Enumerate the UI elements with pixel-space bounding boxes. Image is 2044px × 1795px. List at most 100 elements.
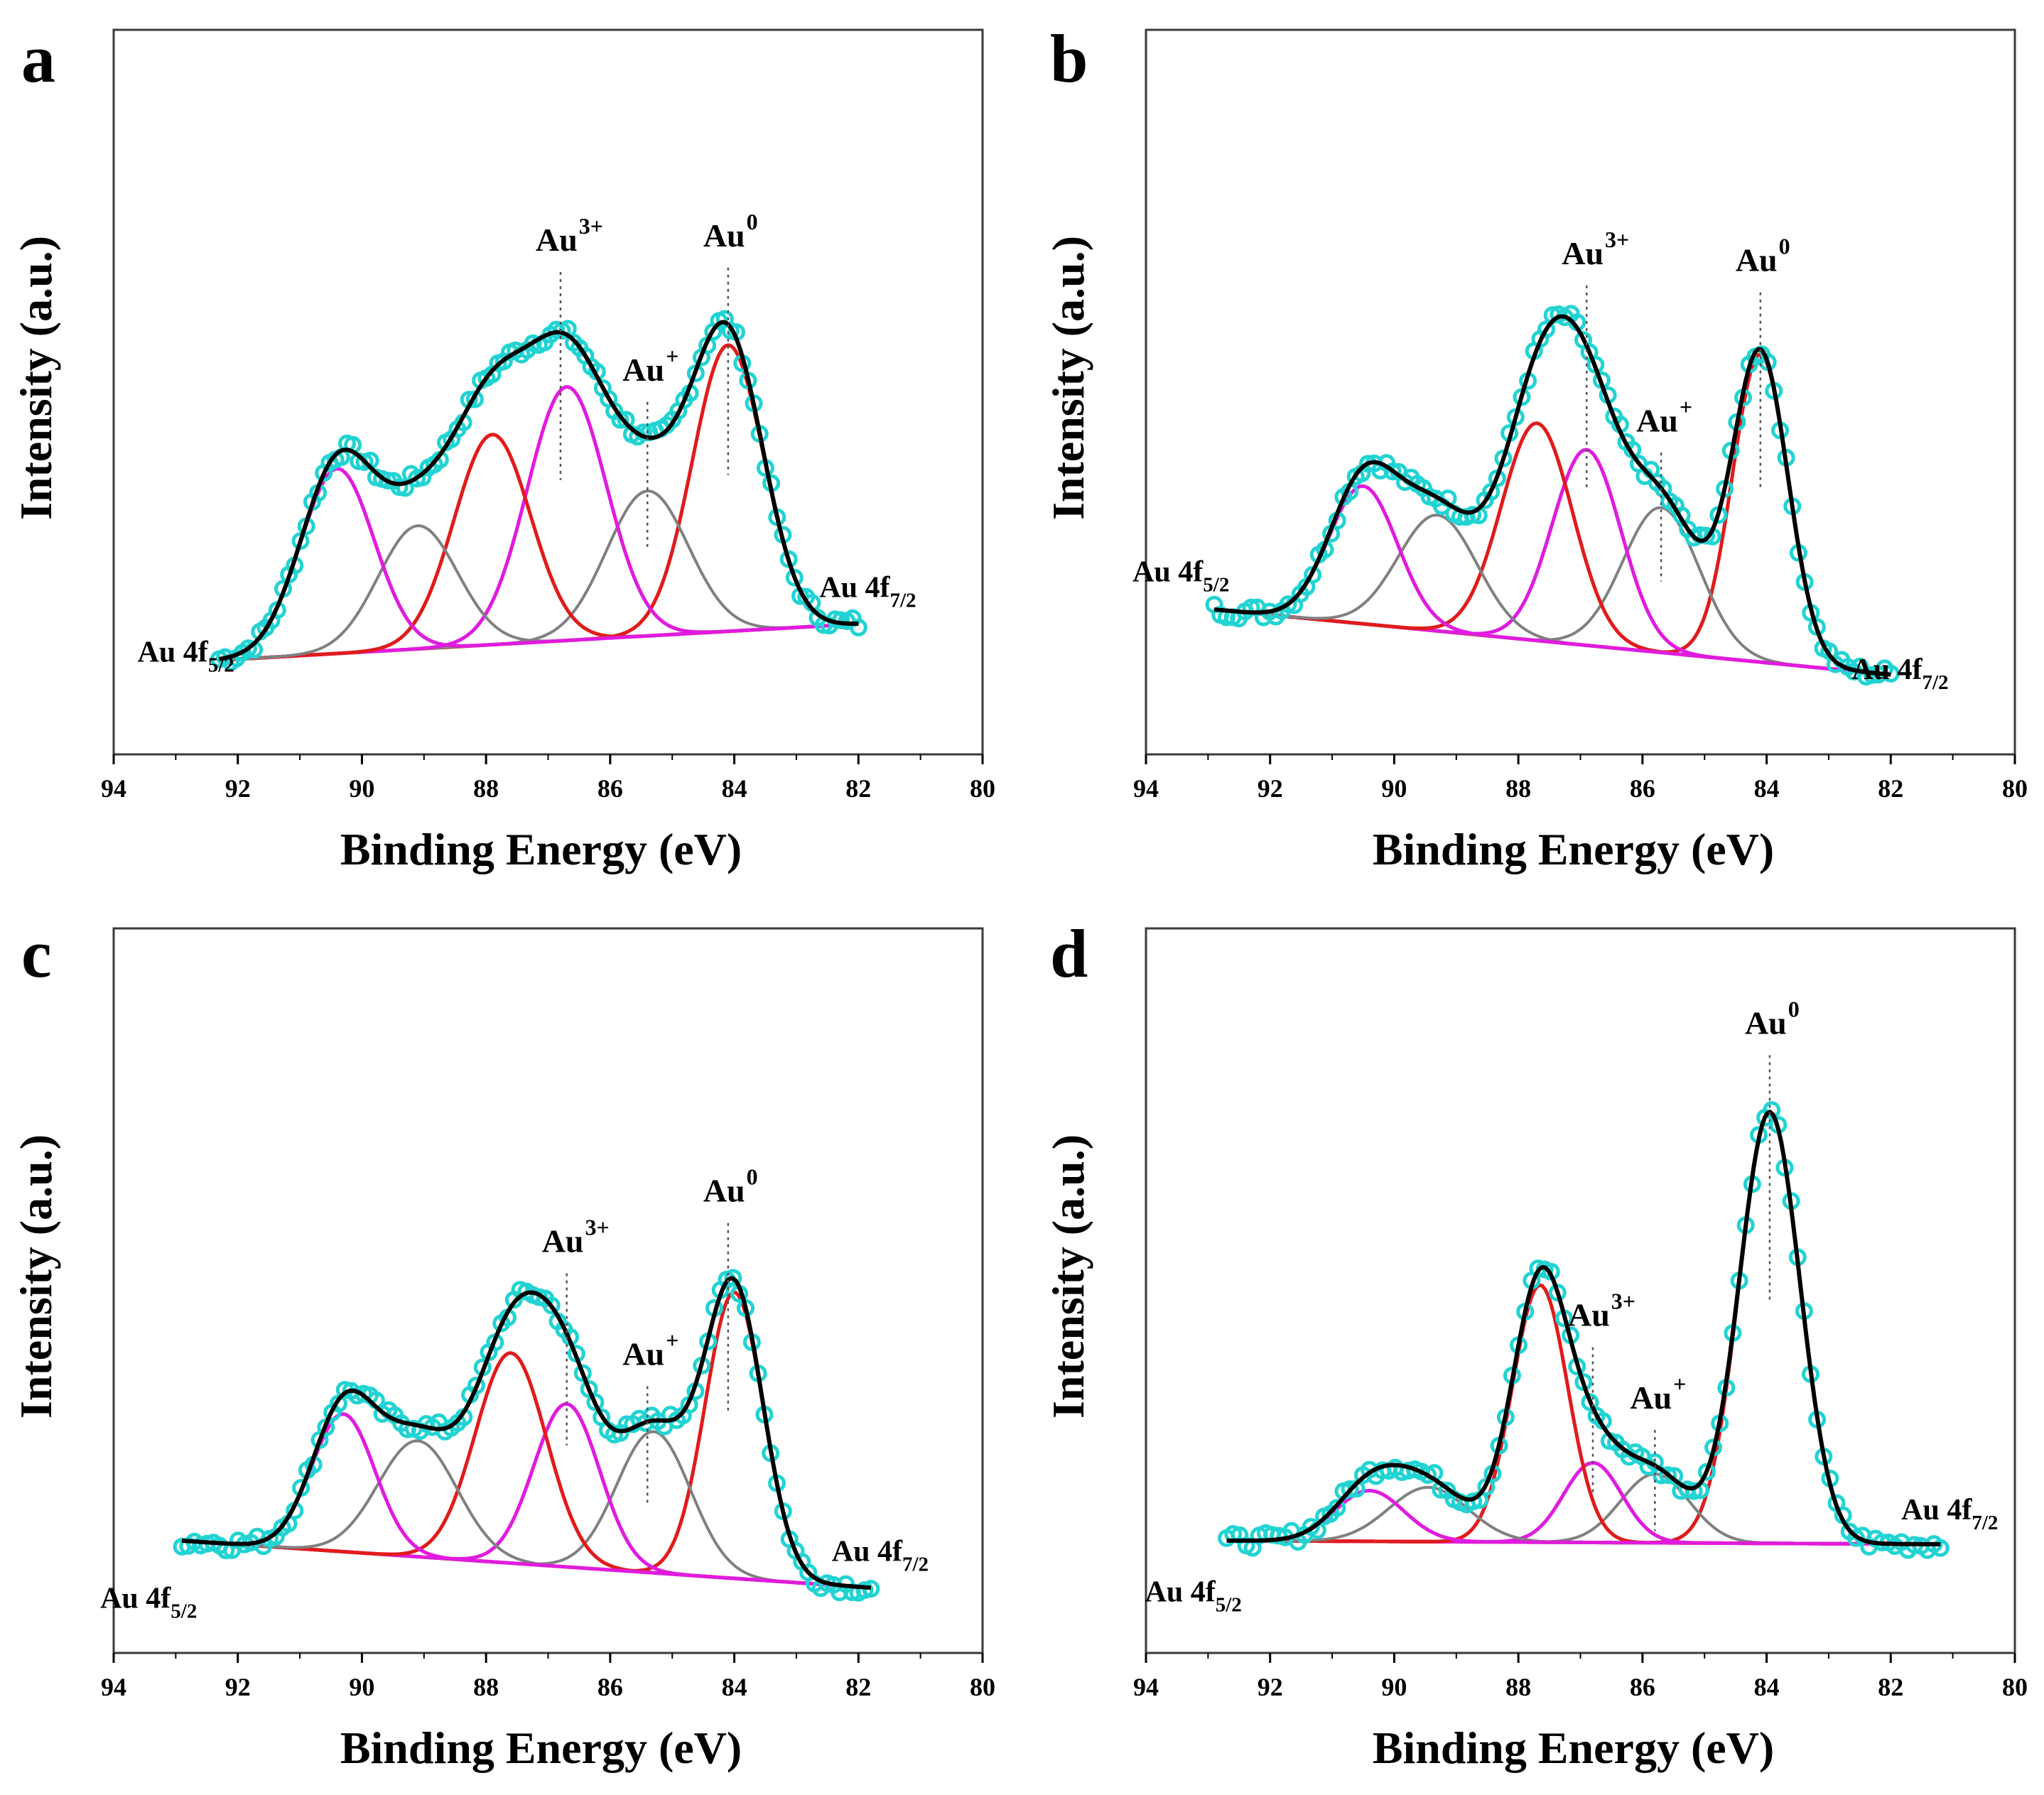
x-tick-label: 90 (349, 774, 374, 803)
component-au0-line (181, 1351, 871, 1590)
region-label-left: Au 4f5/2 (138, 636, 234, 676)
region-label-left: Au 4f5/2 (1132, 556, 1229, 597)
x-tick-label: 82 (1878, 1673, 1903, 1701)
peak-label: Au3+ (1562, 227, 1629, 271)
component-au1-line (219, 489, 859, 662)
x-tick-label: 86 (1630, 1673, 1655, 1701)
plot-area (1218, 1055, 1950, 1559)
x-tick-label: 82 (845, 774, 871, 803)
y-axis-title: Intensity (a.u.) (1043, 1134, 1093, 1419)
y-axis-title: Intensity (a.u.) (1043, 236, 1093, 520)
x-tick-label: 88 (473, 1673, 499, 1701)
envelope-line (1213, 314, 1891, 677)
x-tick-label: 86 (597, 774, 623, 803)
component-au1-line (1213, 506, 1891, 676)
x-tick-label: 84 (1754, 1673, 1780, 1701)
x-tick-label: 84 (1754, 774, 1780, 803)
panel-b: b 94 92 90 88 86 84 82 80 Binding Energy (eV) Inte… (1043, 21, 2028, 874)
component-au1-line (1213, 514, 1891, 676)
x-tick-label: 80 (2002, 1673, 2028, 1701)
x-tick-label: 94 (101, 774, 126, 803)
x-tick-label: 92 (225, 1673, 251, 1701)
x-tick-label: 94 (1133, 774, 1159, 803)
panel-a: a 94 92 90 88 86 84 82 80 Binding Energy (eV) Inte… (11, 21, 995, 874)
x-tick-label: 90 (1381, 1673, 1407, 1701)
data-point (1763, 1101, 1781, 1119)
x-tick-label: 86 (597, 1673, 623, 1701)
data-point (1383, 462, 1402, 481)
data-point (396, 479, 414, 497)
data-point (849, 618, 867, 636)
peak-label: Au0 (703, 1164, 758, 1209)
envelope-line (1226, 1110, 1941, 1546)
x-tick-label: 94 (101, 1673, 126, 1701)
peak-label: Au+ (622, 1327, 678, 1372)
panel-letter: a (21, 21, 55, 97)
x-tick-label: 90 (349, 1673, 374, 1701)
data-point (617, 411, 635, 429)
data-point (542, 1296, 561, 1315)
region-label-right: Au 4f7/2 (832, 1536, 929, 1576)
peak-label: Au0 (1736, 234, 1790, 278)
data-point (1931, 1539, 1950, 1557)
x-tick-label: 84 (722, 1673, 747, 1701)
peak-label: Au+ (622, 343, 678, 388)
peak-label: Au3+ (536, 213, 603, 258)
data-point (573, 1364, 592, 1382)
plot-area (173, 1222, 880, 1602)
peak-label: Au+ (1630, 1371, 1686, 1416)
y-axis-title: Intensity (a.u.) (11, 1134, 61, 1419)
data-point (291, 532, 310, 551)
x-tick-label: 88 (473, 774, 499, 803)
data-point (1581, 1393, 1599, 1411)
x-tick-label: 94 (1133, 1673, 1159, 1701)
region-label-left: Au 4f5/2 (100, 1582, 197, 1622)
panel-letter: d (1050, 916, 1088, 992)
data-point (1685, 1482, 1703, 1500)
x-tick-label: 92 (1258, 774, 1283, 803)
data-point (586, 1393, 605, 1411)
component-au3-line (1226, 1488, 1941, 1546)
envelope-line (181, 1276, 872, 1590)
x-tick-label: 92 (1258, 1673, 1283, 1701)
peak-label: Au3+ (1568, 1289, 1635, 1333)
x-tick-label: 82 (845, 1673, 871, 1701)
data-point (1697, 1463, 1716, 1481)
x-axis-title: Binding Energy (eV) (340, 824, 742, 874)
data-point (1537, 320, 1555, 339)
x-tick-label: 84 (722, 774, 747, 803)
x-tick-label: 80 (2002, 774, 2028, 803)
y-axis-title: Intensity (a.u.) (11, 236, 61, 520)
peak-label: Au0 (703, 209, 758, 254)
peak-label: Au+ (1636, 394, 1692, 438)
plot-area (1205, 285, 1900, 686)
x-tick-label: 90 (1381, 774, 1407, 803)
region-label-right: Au 4f7/2 (1851, 654, 1948, 694)
data-point (467, 1377, 485, 1394)
x-axis-title: Binding Energy (eV) (1373, 824, 1774, 874)
x-tick-label: 80 (970, 1673, 995, 1701)
panel-letter: c (21, 916, 52, 992)
data-point (785, 568, 804, 587)
panel-d: d 94 92 90 88 86 84 82 80 Binding Energy (eV) Inte… (1043, 916, 2028, 1773)
x-tick-label: 82 (1878, 774, 1903, 803)
x-tick-label: 80 (970, 774, 995, 803)
x-axis-title: Binding Energy (eV) (340, 1723, 742, 1773)
region-label-right: Au 4f7/2 (1901, 1494, 1998, 1534)
panel-letter: b (1050, 21, 1088, 97)
data-point (1328, 1499, 1346, 1517)
x-tick-label: 88 (1505, 1673, 1531, 1701)
x-tick-label: 92 (225, 774, 251, 803)
data-point (1659, 1466, 1677, 1485)
x-tick-label: 86 (1630, 774, 1655, 803)
region-label-left: Au 4f5/2 (1145, 1576, 1242, 1617)
peak-label: Au0 (1745, 997, 1800, 1041)
x-axis-title: Binding Energy (eV) (1373, 1723, 1774, 1773)
data-point (1242, 598, 1260, 617)
plot-area (210, 267, 867, 671)
data-point (724, 1269, 742, 1287)
x-tick-label: 88 (1505, 774, 1531, 803)
panel-c: c 94 92 90 88 86 84 82 80 Binding Energy (eV) Inte… (11, 916, 995, 1773)
data-point (1341, 1480, 1359, 1498)
